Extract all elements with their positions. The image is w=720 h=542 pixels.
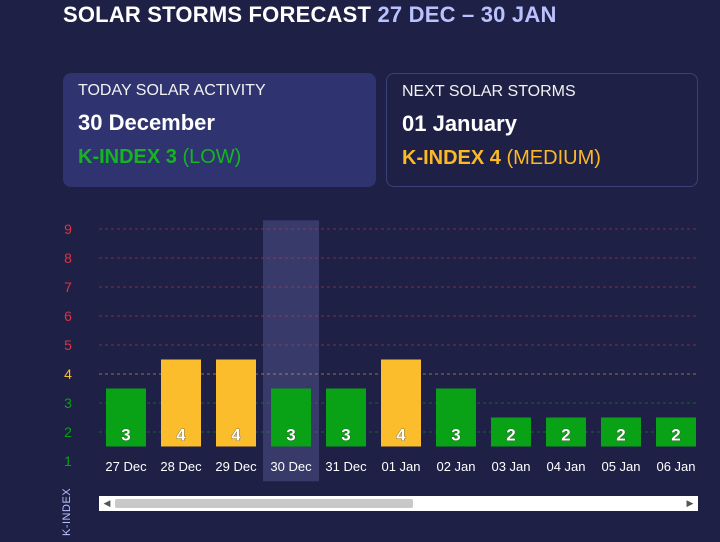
title-date-range: 27 DEC – 30 JAN [377,2,557,27]
bar [601,417,641,447]
y-axis-label: K-INDEX [61,487,73,536]
scroll-left-arrow-icon[interactable]: ◀ [103,498,111,508]
x-tick-label: 02 Jan [436,459,475,474]
today-kindex-line: K-INDEX 3 (LOW) [78,146,361,169]
y-tick-label: 8 [64,250,72,266]
chart-horizontal-scrollbar[interactable]: ◀ ▶ [99,496,698,511]
next-card-label: NEXT SOLAR STORMS [402,83,576,100]
y-tick-label: 3 [64,395,72,411]
next-storms-card: NEXT SOLAR STORMS 01 January K-INDEX 4 (… [386,73,698,187]
today-card-date: 30 December [78,110,215,135]
today-kindex-value: K-INDEX 3 [78,146,177,168]
x-tick-label: 06 Jan [656,459,695,474]
x-tick-label: 05 Jan [601,459,640,474]
scroll-right-arrow-icon[interactable]: ▶ [686,498,694,508]
today-card-label: TODAY SOLAR ACTIVITY [78,82,266,99]
next-kindex-line: K-INDEX 4 (MEDIUM) [402,147,682,170]
y-tick-label: 2 [64,424,72,440]
y-tick-label: 1 [64,453,72,469]
bar-value-label: 4 [176,426,186,445]
bar-value-label: 3 [286,426,295,445]
next-kindex-level: (MEDIUM) [506,147,601,169]
bar-value-label: 4 [231,426,241,445]
bar [656,417,696,447]
page-title: SOLAR STORMS FORECAST 27 DEC – 30 JAN [63,2,557,28]
bar [326,388,366,447]
y-tick-label: 9 [64,221,72,237]
x-tick-label: 28 Dec [160,459,202,474]
today-activity-card: TODAY SOLAR ACTIVITY 30 December K-INDEX… [63,73,376,187]
bar-value-label: 2 [671,426,680,445]
scrollbar-thumb[interactable] [115,499,413,508]
x-tick-label: 27 Dec [105,459,147,474]
kindex-bar-chart: 1 2 3 4 5 6 7 8 9 3 27 Dec 4 28 Dec 4 29 Dec 3 30 Dec 3 31… [64,220,698,482]
bar-value-label: 3 [341,426,350,445]
bar [271,388,311,447]
bar-value-label: 3 [451,426,460,445]
next-kindex-value: K-INDEX 4 [402,147,501,169]
bar-value-label: 2 [561,426,570,445]
y-tick-label: 5 [64,337,72,353]
y-tick-label: 6 [64,308,72,324]
x-tick-label: 29 Dec [215,459,257,474]
bar-value-label: 3 [121,426,130,445]
x-tick-label: 01 Jan [381,459,420,474]
next-card-date: 01 January [402,111,517,136]
bar-value-label: 4 [396,426,406,445]
x-tick-label: 04 Jan [546,459,585,474]
bar [216,359,256,447]
x-tick-label: 03 Jan [491,459,530,474]
y-tick-label: 4 [64,366,72,382]
bar [436,388,476,447]
today-kindex-level: (LOW) [182,146,242,168]
title-text: SOLAR STORMS FORECAST [63,2,372,27]
y-tick-label: 7 [64,279,72,295]
x-tick-label: 30 Dec [270,459,312,474]
bar-value-label: 2 [616,426,625,445]
bar [491,417,531,447]
x-tick-label: 31 Dec [325,459,367,474]
bar-value-label: 2 [506,426,515,445]
bar [381,359,421,447]
bar [161,359,201,447]
bar [546,417,586,447]
bar [106,388,146,447]
